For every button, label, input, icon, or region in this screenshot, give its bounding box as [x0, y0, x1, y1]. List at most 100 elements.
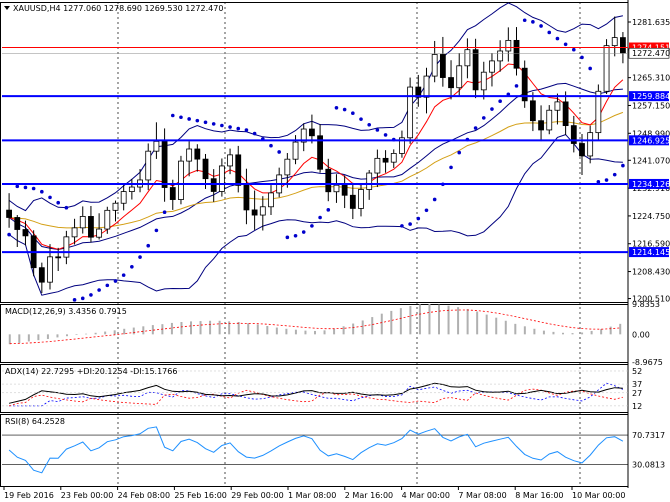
price-tick-label: 1257.150 — [632, 101, 670, 110]
sar-dot — [130, 265, 134, 269]
candle-body — [595, 90, 602, 134]
sar-dot — [432, 197, 437, 202]
sar-dot — [326, 208, 331, 212]
candle-body — [562, 101, 569, 127]
candle-body — [382, 157, 389, 163]
level-label: 1234.126 — [632, 180, 670, 189]
sar-dot — [40, 189, 44, 194]
candle-body — [333, 184, 340, 193]
sar-dot — [15, 184, 20, 189]
sar-dot — [334, 105, 339, 110]
sar-dot — [555, 36, 560, 41]
candle-body — [489, 60, 495, 73]
sar-dot — [113, 279, 118, 283]
candle-body — [47, 256, 53, 283]
sar-dot — [572, 47, 576, 52]
candle-body — [178, 160, 184, 200]
time-tick-label: 24 Feb 08:00 — [118, 491, 170, 500]
candle-body — [497, 50, 504, 62]
ma-fast-line — [8, 63, 624, 250]
candle-body — [529, 100, 536, 122]
candle-body — [268, 192, 274, 208]
level-label-bg — [629, 247, 669, 258]
candle-body — [169, 187, 176, 200]
candle-body — [611, 37, 618, 47]
sar-dot — [285, 235, 290, 240]
candle-body — [349, 194, 356, 209]
sar-dot — [162, 210, 167, 214]
sar-dot — [449, 165, 453, 170]
candle-body — [186, 148, 193, 162]
candle-body — [538, 120, 544, 131]
adx-tick-label: 52 — [632, 367, 642, 376]
candle-body — [300, 128, 307, 143]
sar-dot — [48, 195, 52, 200]
sar-dot — [563, 42, 568, 47]
candle-body — [431, 54, 438, 77]
candle-body — [439, 54, 446, 78]
candle-body — [243, 185, 250, 211]
level-label: 1259.884 — [632, 92, 670, 101]
sar-dot — [367, 122, 371, 127]
candle-body — [96, 228, 103, 238]
sar-dot — [612, 172, 617, 177]
candle-body — [579, 143, 585, 157]
pane-rsi — [0, 414, 629, 487]
time-tick-label: 19 Feb 2016 — [4, 491, 54, 500]
sar-dot — [400, 224, 404, 228]
candle-body — [513, 39, 520, 69]
candle-body — [104, 209, 111, 230]
candle-body — [390, 153, 397, 163]
level-label-bg — [629, 178, 669, 189]
sar-dot — [293, 233, 298, 238]
sar-dot — [80, 296, 85, 301]
candle-body — [309, 128, 315, 137]
rsi-label: RSI(8) 64.2528 — [5, 417, 65, 426]
candle-body — [145, 150, 152, 181]
sar-dot — [547, 30, 552, 35]
sar-dot — [588, 66, 592, 71]
candle-body — [218, 165, 225, 192]
macd-signal-line — [9, 309, 621, 345]
candle-body — [112, 202, 119, 211]
level-label: 1214.145 — [632, 248, 670, 257]
sar-dot — [23, 185, 28, 190]
sar-dot — [236, 126, 241, 131]
sar-dot — [269, 143, 273, 148]
candle-body — [202, 158, 209, 180]
sar-dot — [277, 150, 281, 154]
adx-main-line — [8, 382, 623, 404]
chart-title: XAUUSD,H4 1277.060 1278.690 1269.530 127… — [13, 4, 223, 13]
sar-dot — [342, 107, 347, 112]
sar-dot — [105, 283, 110, 288]
time-tick-label: 8 Mar 16:00 — [515, 491, 563, 500]
adx-minus-di-line — [8, 388, 623, 407]
sar-dot — [228, 125, 232, 129]
time-tick-label: 2 Mar 16:00 — [345, 491, 393, 500]
sar-dot — [498, 99, 502, 103]
adx-label: ADX(14) 22.7295 +DI:20.1254 -DI:15.1766 — [5, 367, 177, 376]
sar-dot — [154, 228, 159, 233]
sar-dot — [580, 55, 584, 60]
sar-dot — [121, 273, 126, 277]
candle-body — [38, 267, 45, 283]
candle-body — [464, 49, 471, 67]
sar-dot — [408, 222, 412, 226]
candle-body — [374, 157, 381, 174]
candle-body — [14, 217, 21, 230]
candle-body — [480, 71, 487, 91]
candle-body — [128, 186, 135, 192]
sar-dot — [138, 255, 142, 259]
sar-dot — [97, 288, 101, 292]
sar-dot — [621, 163, 625, 168]
candle-body — [292, 141, 299, 160]
candle-body — [603, 45, 610, 92]
candle-body — [120, 191, 127, 204]
candle-body — [71, 227, 78, 238]
level-label-bg — [629, 135, 669, 146]
level-label-bg — [629, 91, 669, 102]
sar-dot — [31, 186, 36, 191]
ma-slow-line — [9, 111, 624, 229]
sar-dot — [170, 113, 175, 118]
